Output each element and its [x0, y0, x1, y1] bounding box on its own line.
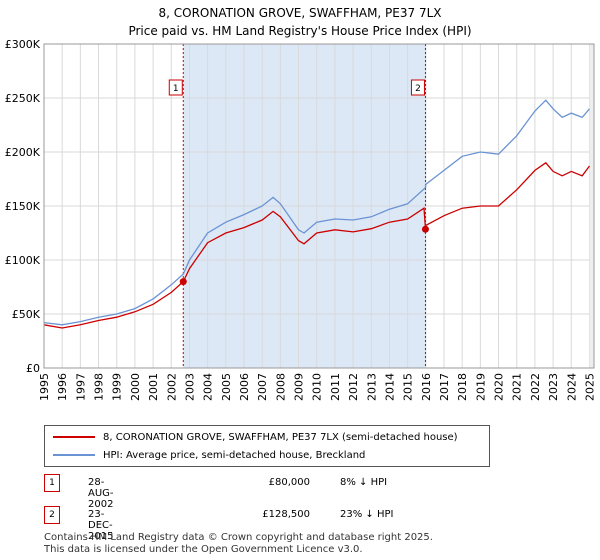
x-tick-label: 2015 — [402, 373, 415, 401]
x-tick-label: 2002 — [165, 373, 178, 401]
x-tick-label: 2001 — [147, 373, 160, 401]
x-tick-label: 2011 — [329, 373, 342, 401]
x-tick-label: 2005 — [220, 373, 233, 401]
legend-label-hpi: HPI: Average price, semi-detached house,… — [103, 449, 366, 461]
y-tick-label: £250K — [5, 92, 41, 105]
legend-item-hpi: HPI: Average price, semi-detached house,… — [53, 447, 365, 463]
x-tick-label: 2008 — [274, 373, 287, 401]
y-tick-label: £300K — [5, 38, 41, 51]
sale-label-box — [168, 79, 183, 96]
transaction-number: 2 — [44, 506, 60, 524]
legend-item-property: 8, CORONATION GROVE, SWAFFHAM, PE37 7LX … — [53, 429, 458, 445]
legend: 8, CORONATION GROVE, SWAFFHAM, PE37 7LX … — [44, 425, 490, 467]
x-tick-label: 2023 — [547, 373, 560, 401]
y-tick-label: £200K — [5, 146, 41, 159]
x-tick-label: 2012 — [347, 373, 360, 401]
x-tick-label: 1995 — [38, 373, 51, 401]
x-tick-label: 1996 — [56, 373, 69, 401]
transaction-price: £80,000 — [268, 477, 310, 488]
sale-point — [421, 225, 429, 233]
x-tick-label: 2017 — [438, 373, 451, 401]
transaction-number: 1 — [44, 474, 60, 492]
x-tick-label: 2007 — [256, 373, 269, 401]
transaction-date: 23-DEC-2015 — [88, 509, 114, 542]
legend-swatch-hpi — [53, 454, 95, 456]
x-tick-label: 2019 — [474, 373, 487, 401]
x-tick-label: 2025 — [583, 373, 596, 401]
x-tick-label: 2014 — [383, 373, 396, 401]
y-tick-label: £150K — [5, 200, 41, 213]
plot-border — [43, 43, 595, 369]
x-tick-label: 2010 — [311, 373, 324, 401]
legend-swatch-property — [53, 436, 95, 438]
x-tick-label: 2024 — [565, 373, 578, 401]
sale-label: 1 — [173, 84, 179, 94]
x-tick-label: 2009 — [293, 373, 306, 401]
x-tick-label: 2018 — [456, 373, 469, 401]
x-tick-label: 2006 — [238, 373, 251, 401]
x-tick-label: 1999 — [111, 373, 124, 401]
x-tick-label: 2000 — [129, 373, 142, 401]
y-tick-label: £100K — [5, 254, 41, 267]
x-tick-label: 1997 — [74, 373, 87, 401]
footer-copyright: Contains HM Land Registry data © Crown c… — [44, 532, 433, 543]
x-tick-label: 2022 — [529, 373, 542, 401]
x-tick-label: 2021 — [511, 373, 524, 401]
transaction-hpi-diff: 8% ↓ HPI — [340, 477, 388, 488]
x-tick-label: 2016 — [420, 373, 433, 401]
x-tick-label: 2004 — [202, 373, 215, 401]
transaction-date: 28-AUG-2002 — [88, 477, 114, 510]
x-tick-label: 1998 — [93, 373, 106, 401]
chart-subtitle: Price paid vs. HM Land Registry's House … — [128, 24, 472, 38]
x-tick-label: 2013 — [365, 373, 378, 401]
y-tick-label: £50K — [12, 308, 41, 321]
x-tick-label: 2020 — [493, 373, 506, 401]
property-price-line — [43, 161, 591, 329]
x-tick-label: 2003 — [183, 373, 196, 401]
footer-licence: This data is licensed under the Open Gov… — [44, 544, 363, 555]
y-tick-label: £0 — [26, 362, 40, 375]
future-region — [589, 44, 594, 368]
sale-point — [179, 278, 187, 286]
sale-label-box — [410, 79, 425, 96]
hpi-line — [43, 99, 590, 326]
chart-title: 8, CORONATION GROVE, SWAFFHAM, PE37 7LX — [158, 6, 442, 20]
sale-label: 2 — [415, 84, 421, 94]
price-chart: 1 2 £0 £50K £100K £150K £200K £250K £300K 1995 199… — [5, 38, 597, 401]
transaction-price: £128,500 — [262, 509, 310, 520]
transaction-hpi-diff: 23% ↓ HPI — [340, 509, 394, 520]
legend-label-property: 8, CORONATION GROVE, SWAFFHAM, PE37 7LX … — [103, 431, 458, 443]
